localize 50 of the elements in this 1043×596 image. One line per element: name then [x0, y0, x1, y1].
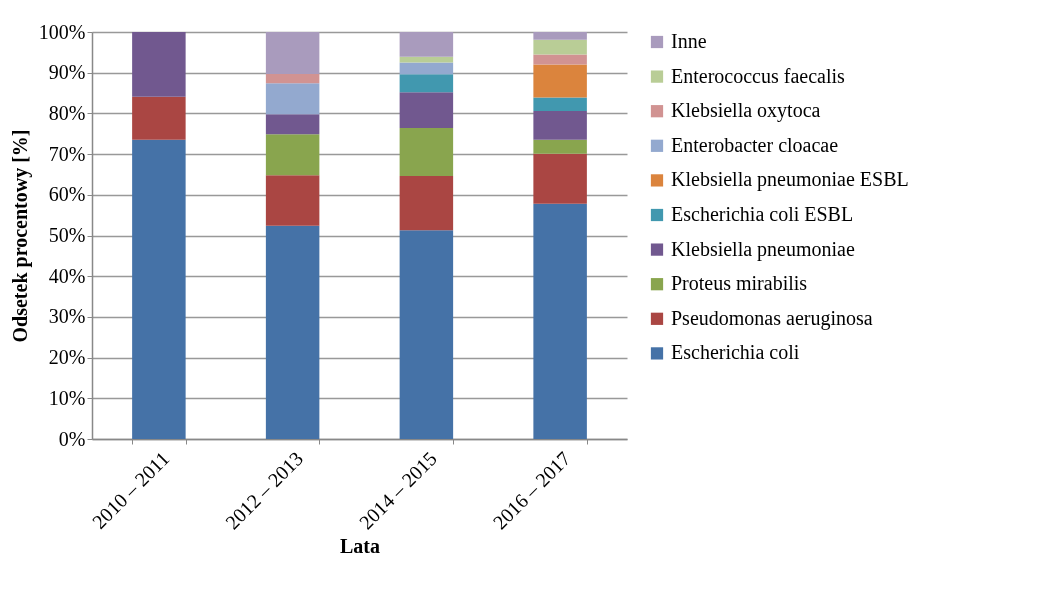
bar: [399, 56, 454, 63]
y-tick-label: 50%: [48, 224, 86, 246]
bar: [533, 64, 587, 98]
y-tick-label: 90%: [48, 61, 86, 84]
legend-label: Enterococcus faecalis: [671, 64, 846, 87]
y-tick-label: 40%: [48, 264, 86, 287]
bar: [399, 176, 454, 231]
legend-label: Inne: [671, 30, 707, 52]
y-tick-label: 70%: [48, 142, 86, 165]
legend-label: Klebsiella pneumoniae: [671, 237, 855, 261]
bar: [132, 139, 186, 439]
bar: [132, 32, 186, 97]
bar: [265, 73, 320, 84]
bar: [533, 139, 587, 154]
y-axis-title: Odsetek procentowy [%]: [8, 129, 32, 343]
bar: [132, 96, 186, 140]
legend-label: Proteus mirabilis: [671, 272, 808, 295]
bar: [533, 54, 587, 65]
x-axis-title: Lata: [340, 535, 380, 558]
legend-label: Klebsiella pneumoniae ESBL: [671, 168, 909, 192]
bar: [399, 74, 454, 93]
bar: [533, 39, 587, 55]
bar: [533, 32, 587, 40]
bar: [265, 175, 320, 226]
bar: [399, 92, 454, 129]
bar: [399, 62, 454, 75]
y-tick-label: 60%: [48, 183, 86, 206]
legend-label: Pseudomonas aeruginosa: [671, 306, 873, 330]
bar: [533, 110, 587, 140]
y-tick-label: 10%: [48, 386, 86, 409]
bar: [265, 114, 320, 135]
bar: [265, 83, 320, 115]
legend-label: Enterobacter cloacae: [671, 133, 839, 156]
y-tick-label: 0%: [58, 427, 86, 450]
bar: [533, 203, 587, 439]
bar: [265, 134, 320, 176]
bar: [399, 128, 454, 177]
y-tick-label: 20%: [48, 346, 86, 369]
bar: [399, 230, 454, 439]
bar: [399, 32, 454, 57]
legend-label: Escherichia coli: [671, 341, 800, 364]
legend-label: Klebsiella oxytoca: [671, 99, 821, 123]
bar: [533, 153, 587, 204]
bar: [265, 32, 320, 74]
bar: [265, 225, 320, 439]
y-tick-label: 80%: [48, 101, 86, 124]
bar: [533, 97, 587, 111]
legend-label: Escherichia coli ESBL: [671, 203, 854, 225]
y-tick-label: 30%: [48, 305, 86, 328]
y-tick-label: 100%: [38, 20, 86, 43]
